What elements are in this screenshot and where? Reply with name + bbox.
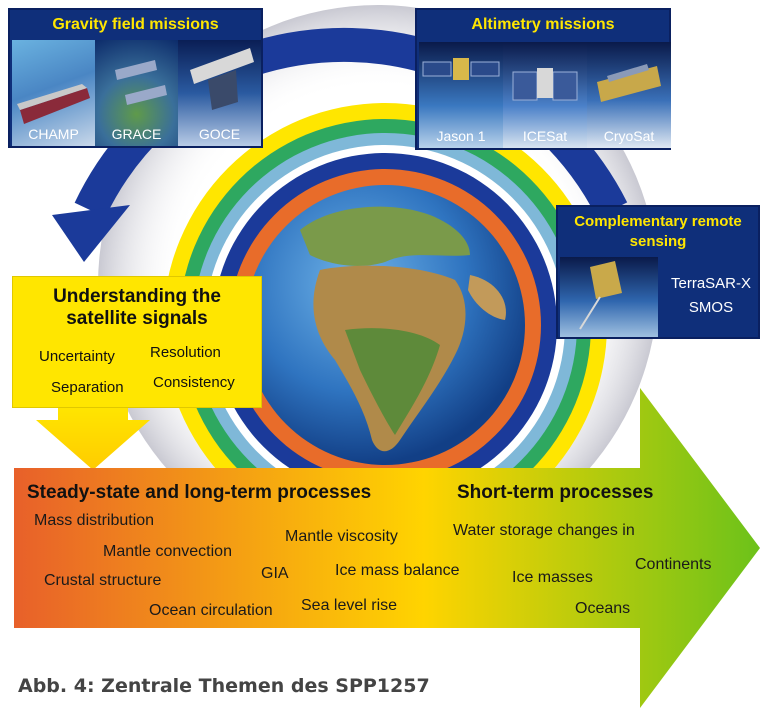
satellite-grace: GRACE bbox=[95, 40, 178, 146]
satellite-goce: GOCE bbox=[178, 40, 261, 146]
champ-label: CHAMP bbox=[28, 126, 79, 142]
remote-sensing-title-line2: sensing bbox=[629, 233, 687, 250]
altimetry-panel-title: Altimetry missions bbox=[471, 16, 615, 33]
topic-water-storage: Water storage changes in bbox=[453, 522, 635, 539]
processes-arrow bbox=[14, 388, 760, 708]
icesat-label: ICESat bbox=[522, 128, 568, 144]
circular-arrow-head bbox=[52, 205, 130, 262]
remote-missions-line2: SMOS bbox=[688, 299, 734, 316]
cryosat-label: CryoSat bbox=[603, 128, 655, 144]
grace-satellite-icon bbox=[115, 60, 167, 105]
figure-caption: Abb. 4: Zentrale Themen des SPP1257 bbox=[18, 675, 430, 697]
globe-land-europe bbox=[300, 206, 470, 266]
signals-title-line1: Understanding the bbox=[53, 286, 221, 307]
topic-oceans: Oceans bbox=[575, 600, 631, 617]
gravity-missions-panel: Gravity field missions CHAMP GRACE GOCE bbox=[8, 8, 263, 148]
topic-crustal-structure: Crustal structure bbox=[44, 572, 162, 589]
remote-sensing-title-line1: Complementary remote bbox=[574, 213, 742, 230]
jason1-label: Jason 1 bbox=[436, 128, 486, 144]
satellite-cryosat: CryoSat bbox=[587, 42, 671, 148]
topic-mantle-viscosity: Mantle viscosity bbox=[285, 528, 398, 545]
goce-satellite-icon bbox=[190, 48, 254, 110]
signals-item-uncertainty: Uncertainty bbox=[39, 348, 115, 365]
globe-land-africa-south bbox=[345, 328, 440, 435]
topic-gia: GIA bbox=[261, 565, 289, 582]
topic-ice-masses: Ice masses bbox=[512, 569, 593, 586]
terrasar-image bbox=[560, 257, 658, 337]
terrasar-satellite-icon bbox=[579, 261, 622, 330]
topic-mantle-convection: Mantle convection bbox=[103, 543, 232, 560]
globe-land-arabia bbox=[468, 275, 506, 320]
gravity-panel-title: Gravity field missions bbox=[52, 16, 219, 33]
topic-continents: Continents bbox=[635, 556, 712, 573]
cryosat-satellite-icon bbox=[597, 64, 661, 102]
remote-sensing-panel: Complementary remote sensing TerraSAR-X … bbox=[556, 205, 760, 339]
altimetry-missions-panel: Altimetry missions Jason 1 ICESat CryoSa… bbox=[415, 8, 671, 150]
jason1-satellite-icon bbox=[422, 58, 500, 80]
signals-item-separation: Separation bbox=[51, 379, 124, 396]
signals-box: Understanding the satellite signals Unce… bbox=[12, 276, 262, 408]
satellite-icesat: ICESat bbox=[503, 42, 587, 148]
topic-ice-mass-balance: Ice mass balance bbox=[335, 562, 460, 579]
satellite-jason1: Jason 1 bbox=[419, 42, 503, 148]
champ-satellite-icon bbox=[17, 84, 90, 124]
grace-label: GRACE bbox=[111, 126, 162, 142]
signals-item-resolution: Resolution bbox=[150, 344, 221, 361]
signals-title-line2: satellite signals bbox=[66, 308, 208, 329]
topic-ocean-circulation: Ocean circulation bbox=[149, 602, 273, 619]
signals-down-arrow bbox=[36, 405, 150, 470]
signals-item-consistency: Consistency bbox=[153, 374, 235, 391]
satellite-champ: CHAMP bbox=[12, 40, 95, 146]
topic-sea-level-rise: Sea level rise bbox=[301, 597, 398, 614]
icesat-satellite-icon bbox=[512, 68, 578, 101]
heading-long-term: Steady-state and long-term processes bbox=[27, 482, 372, 503]
remote-missions-line1: TerraSAR-X bbox=[670, 275, 752, 292]
goce-label: GOCE bbox=[198, 126, 241, 142]
heading-short-term: Short-term processes bbox=[457, 482, 654, 503]
topic-mass-distribution: Mass distribution bbox=[34, 512, 155, 529]
